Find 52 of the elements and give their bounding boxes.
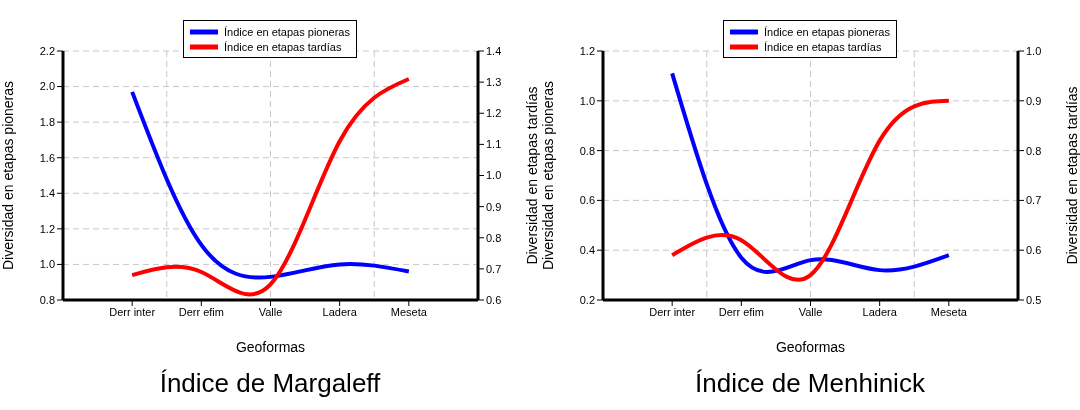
y-tick-label: 0.8 (39, 293, 55, 306)
y2-tick-label: 0.9 (486, 200, 502, 213)
y-tick-label: 0.6 (579, 194, 595, 207)
y2-tick-label: 1.0 (1026, 44, 1042, 57)
y-tick-label: 2.2 (39, 44, 55, 57)
x-tick-label: Meseta (930, 305, 968, 318)
x-tick-label: Derr efim (178, 305, 224, 318)
line-series (670, 71, 951, 274)
y2-tick-label: 0.6 (1026, 244, 1042, 257)
legend-label: Índice en etapas pioneras (224, 25, 350, 38)
y2-tick-label: 1.4 (486, 44, 502, 57)
text: Índice de Menhinick (694, 368, 926, 399)
x-tick-label: Valle (798, 305, 823, 318)
legend-label: Índice en etapas tardías (764, 40, 882, 53)
x-axis-title: Geoformas (235, 339, 306, 355)
y2-axis-title: Diversidad en etapas tardías (1063, 86, 1080, 265)
x-tick-label: Derr inter (649, 305, 696, 318)
y2-axis-title: Diversidad en etapas tardías (523, 86, 540, 265)
y2-tick-label: 0.8 (1026, 144, 1042, 157)
y-tick-label: 1.6 (39, 151, 55, 164)
y2-tick-label: 0.9 (1026, 94, 1042, 107)
y-axis-title: Diversidad en etapas pioneras (0, 80, 16, 271)
x-tick-label: Ladera (322, 305, 358, 318)
y-axis-title: Diversidad en etapas pioneras (539, 80, 556, 271)
y2-tick-label: 0.7 (1026, 194, 1042, 207)
y2-tick-label: 1.1 (486, 138, 502, 151)
y-tick-label: 0.4 (579, 244, 595, 257)
text: Índice de Margaleff (158, 368, 382, 399)
y-tick-label: 0.2 (579, 293, 595, 306)
x-tick-label: Ladera (862, 305, 898, 318)
y-tick-label: 1.0 (39, 258, 55, 271)
x-tick-label: Derr efim (718, 305, 764, 318)
y2-tick-label: 1.0 (486, 169, 502, 182)
y-tick-label: 1.8 (39, 116, 55, 129)
y2-tick-label: 0.8 (486, 231, 502, 244)
legend-label: Índice en etapas pioneras (764, 25, 890, 38)
y-tick-label: 1.0 (579, 94, 595, 107)
x-tick-label: Valle (258, 305, 283, 318)
y2-tick-label: 0.7 (486, 262, 502, 275)
y2-tick-label: 0.5 (1026, 293, 1042, 306)
y2-tick-label: 1.3 (486, 76, 502, 89)
x-tick-label: Derr inter (109, 305, 156, 318)
y-tick-label: 1.2 (579, 44, 595, 57)
x-tick-label: Meseta (390, 305, 428, 318)
y-tick-label: 0.8 (579, 144, 595, 157)
y-tick-label: 1.2 (39, 222, 55, 235)
legend-label: Índice en etapas tardías (224, 40, 342, 53)
x-axis-title: Geoformas (775, 339, 846, 355)
y-tick-label: 2.0 (39, 80, 55, 93)
y2-tick-label: 0.6 (486, 293, 502, 306)
y2-tick-label: 1.2 (486, 107, 502, 120)
y-tick-label: 1.4 (39, 187, 55, 200)
